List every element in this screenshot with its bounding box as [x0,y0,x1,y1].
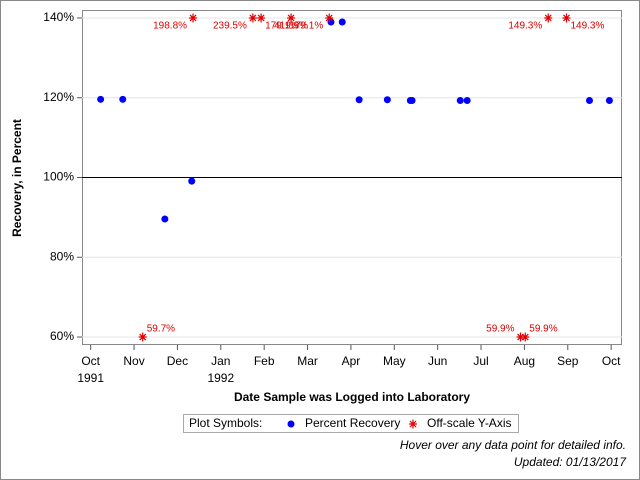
value-label: 149.3% [508,21,542,32]
data-point [119,95,127,103]
x-tick-label: May [383,354,406,368]
data-point [605,97,613,105]
x-tick-label: Nov [123,354,144,368]
y-tick-label: 100% [43,170,74,184]
x-tick-label: Jul [473,354,488,368]
asterisk-marker [516,332,525,342]
legend-label: Percent Recovery [305,416,400,430]
asterisk-marker [189,13,198,23]
value-label: 179.1% [289,21,323,32]
value-label: 239.5% [213,21,247,32]
x-tick-label: Dec [167,354,188,368]
data-point [463,97,471,105]
asterisk-marker [257,13,266,23]
hover-note: Hover over any data point for detailed i… [400,438,626,452]
value-label: 198.8% [153,21,187,32]
x-tick-label: Aug [514,354,535,368]
legend-marker [287,420,295,428]
data-point [585,97,593,105]
x-year-label: 1992 [207,371,234,385]
y-tick-label: 140% [43,10,74,24]
asterisk-marker [562,13,571,23]
x-tick-label: Jan [211,354,230,368]
x-tick-label: Sep [557,354,579,368]
value-label: 149.3% [570,21,604,32]
value-label: 59.7% [147,324,175,335]
x-tick-label: Oct [602,354,621,368]
asterisk-marker [544,13,553,23]
data-point [188,177,196,185]
value-label: 419.9% [274,21,308,32]
x-tick-label: Feb [254,354,275,368]
data-point [456,97,464,105]
data-point [338,18,346,26]
y-tick-label: 80% [50,249,74,263]
value-label: 59.9% [529,324,557,335]
x-axis-label: Date Sample was Logged into Laboratory [234,390,470,404]
asterisk-marker [287,13,296,23]
data-point [383,96,391,104]
legend-title: Plot Symbols: [189,416,262,430]
legend-label: Off-scale Y-Axis [427,416,511,430]
asterisk-marker [521,332,530,342]
asterisk-marker [138,332,147,342]
data-point [355,96,363,104]
y-tick-label: 60% [50,329,74,343]
value-label: 179.1% [265,21,299,32]
x-tick-label: Apr [342,354,361,368]
updated-note: Updated: 01/13/2017 [514,455,627,469]
data-point [161,215,169,223]
y-tick-label: 120% [43,90,74,104]
x-year-label: 1991 [77,371,104,385]
data-point [408,97,416,105]
x-tick-label: Oct [81,354,100,368]
asterisk-marker [325,13,334,23]
y-axis-label: Recovery, in Percent [10,119,24,237]
value-label: 59.9% [486,324,514,335]
legend-box [183,414,519,433]
data-point [97,95,105,103]
x-tick-label: Mar [297,354,318,368]
x-tick-label: Jun [428,354,447,368]
asterisk-marker [409,419,417,429]
asterisk-marker [248,13,257,23]
